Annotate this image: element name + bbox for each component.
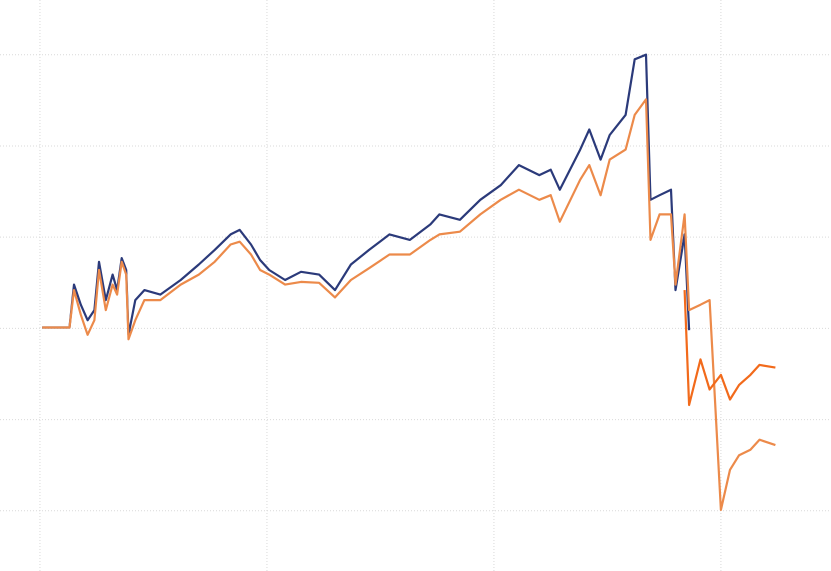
line-series: [42, 53, 691, 336]
line-series: [683, 290, 776, 407]
line-series: [42, 98, 776, 511]
